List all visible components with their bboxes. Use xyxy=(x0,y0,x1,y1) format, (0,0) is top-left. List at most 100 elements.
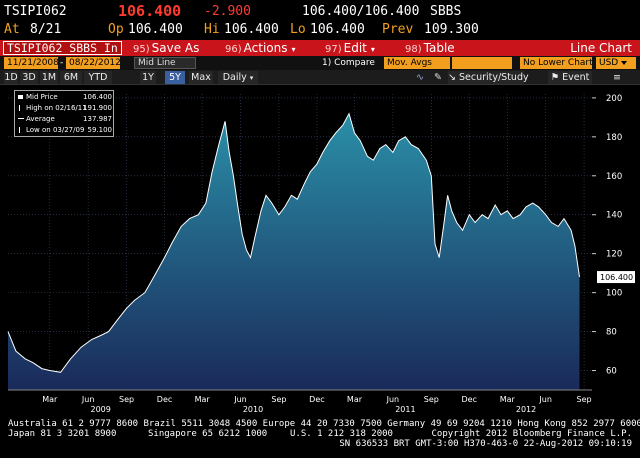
at-label: At xyxy=(4,22,20,37)
frequency-caret-icon: ▾ xyxy=(249,74,254,82)
y-tick-label: 100 xyxy=(606,289,622,299)
x-tick-label: Sep xyxy=(424,395,439,404)
edit-label: Edit xyxy=(343,41,367,55)
mov-avgs-label: Mov. Avgs xyxy=(387,58,432,68)
currency-label: USD xyxy=(599,58,619,68)
legend-high-label: High on 02/16/11 xyxy=(26,104,87,112)
currency-caret-icon xyxy=(621,60,628,65)
mov-avgs-select[interactable]: Mov. Avgs xyxy=(384,57,450,69)
view-title: Line Chart xyxy=(570,41,632,55)
end-date-input[interactable]: 08/22/2012 xyxy=(66,57,121,69)
line-field-select[interactable]: Mid Line xyxy=(134,57,196,69)
low-value: 106.400 xyxy=(310,22,365,37)
x-year-label: 2010 xyxy=(243,405,263,412)
security-study-icon: ↘ xyxy=(448,72,456,83)
actions-button[interactable]: 96) Actions ▾ xyxy=(225,40,296,56)
function-bar: TSIPI062 SBBS In 95) Save As 96) Actions ▾ … xyxy=(0,40,640,56)
compare-button[interactable]: 1) Compare xyxy=(322,58,375,68)
y-tick-label: 200 xyxy=(606,94,622,104)
prev-value: 109.300 xyxy=(424,22,479,37)
x-tick-label: Dec xyxy=(309,395,324,404)
lower-chart-label: No Lower Chart xyxy=(523,58,593,68)
table-button[interactable]: 98) Table xyxy=(405,40,455,56)
footer-session: SN 636533 BRT GMT-3:00 H370-463-0 22-Aug… xyxy=(339,439,632,449)
footer-phones-us: U.S. 1 212 318 2000 xyxy=(290,429,393,439)
x-tick-label: Jun xyxy=(81,395,95,404)
x-year-label: 2009 xyxy=(90,405,110,412)
x-year-label: 2011 xyxy=(395,405,415,412)
period-1d[interactable]: 1D xyxy=(4,71,18,84)
x-tick-label: Dec xyxy=(462,395,477,404)
event-label: Event xyxy=(562,72,590,83)
bid-ask: 106.400/106.400 xyxy=(302,4,420,19)
y-tick-label: 80 xyxy=(606,328,617,338)
high-value: 106.400 xyxy=(224,22,279,37)
at-value: 8/21 xyxy=(30,22,62,37)
quote-header: TSIPI062 106.400 -2.900 106.400/106.400 … xyxy=(0,0,640,40)
frequency-select[interactable]: Daily ▾ xyxy=(218,71,258,84)
save-as-number: 95) xyxy=(133,44,150,55)
period-1m[interactable]: 1M xyxy=(40,71,58,84)
controls-row: 11/21/2008 - 08/22/2012 Mid Line 1) Comp… xyxy=(0,56,640,70)
x-tick-label: Mar xyxy=(347,395,363,404)
x-year-label: 2012 xyxy=(516,405,536,412)
table-label: Table xyxy=(423,41,455,55)
actions-label: Actions xyxy=(243,41,288,55)
legend-high-value: 191.900 xyxy=(83,104,112,112)
legend-average-label: Average xyxy=(26,115,55,123)
legend-average-value: 137.987 xyxy=(83,115,112,123)
y-tick-label: 160 xyxy=(606,172,622,182)
period-row: 1D 3D 1M 6M YTD 1Y 5Y Max Daily ▾ ∿ ✎ ↘ Se… xyxy=(0,70,640,85)
footer-phones-japan: Japan 81 3 3201 8900 xyxy=(8,429,117,439)
price-chart: 60 80 100 120 140 160 180 200 Mar Jun Sep Dec Mar Ju… xyxy=(0,86,640,412)
period-max[interactable]: Max xyxy=(189,71,213,84)
x-tick-label: Sep xyxy=(577,395,592,404)
low-label: Lo xyxy=(290,22,306,37)
pencil-icon[interactable]: ✎ xyxy=(434,72,442,83)
period-5y[interactable]: 5Y xyxy=(165,71,185,84)
lines-icon[interactable]: ≡ xyxy=(613,72,621,83)
y-axis: 60 80 100 120 140 160 180 200 xyxy=(592,94,622,377)
legend-low-value: 59.100 xyxy=(87,126,113,134)
currency-select[interactable]: USD xyxy=(596,57,636,69)
legend-high: High on 02/16/11 191.900 xyxy=(15,103,115,113)
legend-mid: Mid Price 106.400 xyxy=(15,92,115,102)
line-field-value: Mid Line xyxy=(138,58,176,68)
y-tick-label: 140 xyxy=(606,211,622,221)
security-study-button[interactable]: ↘ Security/Study xyxy=(448,71,529,84)
price-change: -2.900 xyxy=(204,4,251,19)
lower-chart-select[interactable]: No Lower Chart xyxy=(520,57,602,69)
x-tick-label: Mar xyxy=(195,395,211,404)
last-price: 106.400 xyxy=(118,2,182,20)
period-1y[interactable]: 1Y xyxy=(140,71,156,84)
start-date-input[interactable]: 11/21/2008 xyxy=(4,57,59,69)
edit-caret-icon: ▾ xyxy=(370,45,375,54)
period-6m[interactable]: 6M xyxy=(60,71,82,84)
draw-line-icon[interactable]: ∿ xyxy=(416,72,424,83)
high-label: Hi xyxy=(204,22,220,37)
last-value-tag: 106.400 xyxy=(597,271,635,284)
footer: Australia 61 2 9777 8600 Brazil 5511 304… xyxy=(0,418,640,458)
event-button[interactable]: ⚑ Event xyxy=(548,71,592,84)
blank-select[interactable] xyxy=(452,57,512,69)
legend-low-label: Low on 03/27/09 xyxy=(26,126,85,134)
legend-average-marker-icon xyxy=(18,118,24,119)
prev-label: Prev xyxy=(382,22,414,37)
y-tick-label: 60 xyxy=(606,367,617,377)
y-tick-label: 120 xyxy=(606,250,622,260)
security-input[interactable]: TSIPI062 SBBS In xyxy=(3,41,122,55)
table-number: 98) xyxy=(405,44,422,55)
y-tick-label: 180 xyxy=(606,133,622,143)
save-as-button[interactable]: 95) Save As xyxy=(133,40,199,56)
last-value-text: 106.400 xyxy=(600,273,633,282)
price-line xyxy=(7,112,580,373)
period-ytd[interactable]: YTD xyxy=(84,71,112,84)
last-value-box xyxy=(597,271,635,284)
price-area xyxy=(8,113,580,390)
actions-caret-icon: ▾ xyxy=(291,45,296,54)
period-3d[interactable]: 3D xyxy=(20,71,38,84)
edit-button[interactable]: 97) Edit ▾ xyxy=(325,40,375,56)
x-tick-label: Jun xyxy=(386,395,400,404)
x-tick-label: Jun xyxy=(233,395,247,404)
footer-phones-singapore: Singapore 65 6212 1000 xyxy=(148,429,268,439)
